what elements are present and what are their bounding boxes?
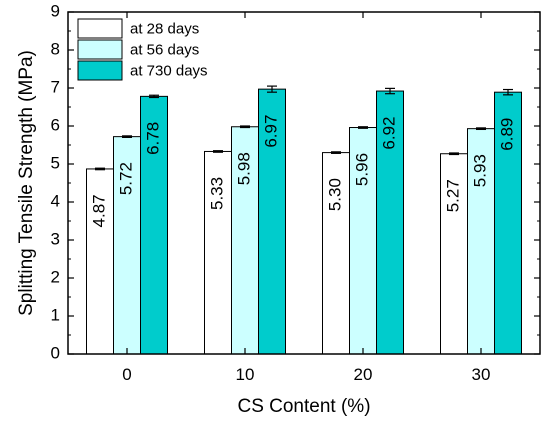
legend-swatch (77, 18, 123, 39)
bar (440, 153, 468, 355)
x-tick-label: 0 (122, 365, 131, 384)
y-tick-label: 9 (51, 1, 60, 20)
bar (113, 136, 141, 355)
data-label: 5.27 (443, 179, 462, 212)
data-label: 5.96 (352, 153, 371, 186)
data-label: 6.89 (497, 118, 516, 151)
bar (258, 88, 286, 355)
bars-layer (86, 88, 522, 355)
y-tick-label: 5 (51, 153, 60, 172)
x-axis: 0 10 20 30 (122, 12, 490, 384)
data-label: 5.33 (207, 177, 226, 210)
x-tick-label: 20 (354, 365, 373, 384)
y-tick-label: 7 (51, 77, 60, 96)
y-tick-label: 6 (51, 115, 60, 134)
y-tick-label: 0 (51, 343, 60, 362)
bar (86, 168, 114, 355)
data-label: 6.78 (143, 122, 162, 155)
bar (494, 91, 522, 355)
y-axis-label: Splitting Tensile Strength (MPa) (16, 50, 37, 316)
y-tick-label: 8 (51, 39, 60, 58)
legend: at 28 days at 56 days at 730 days (77, 18, 208, 81)
legend-swatch (77, 39, 123, 60)
y-tick-label: 4 (51, 191, 60, 210)
y-tick-label: 3 (51, 229, 60, 248)
x-tick-label: 10 (236, 365, 255, 384)
x-axis-label: CS Content (%) (237, 396, 370, 417)
error-bars-layer (95, 85, 513, 171)
x-tick-label: 30 (472, 365, 491, 384)
data-label: 5.98 (234, 152, 253, 185)
y-axis: 0 1 2 3 4 5 6 7 8 9 (51, 1, 540, 362)
legend-label: at 28 days (130, 20, 199, 37)
data-label: 4.87 (89, 194, 108, 227)
y-tick-label: 1 (51, 305, 60, 324)
data-label: 5.30 (325, 178, 344, 211)
legend-label: at 730 days (130, 62, 208, 79)
data-labels-layer: 4.87 5.72 6.78 5.33 5.98 6.97 5.30 5.96 6.92 5.27… (89, 115, 516, 228)
data-label: 6.92 (379, 116, 398, 149)
data-label: 5.72 (116, 162, 135, 195)
bar (349, 127, 377, 355)
data-label: 5.93 (470, 154, 489, 187)
data-label: 6.97 (261, 115, 280, 148)
legend-swatch (77, 60, 123, 81)
legend-label: at 56 days (130, 41, 199, 58)
y-tick-label: 2 (51, 267, 60, 286)
